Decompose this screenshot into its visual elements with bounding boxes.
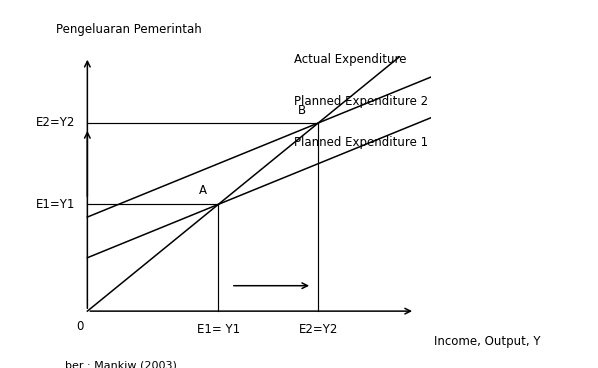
Text: E2=Y2: E2=Y2 (298, 323, 338, 336)
Text: E1=Y1: E1=Y1 (35, 198, 75, 211)
Text: B: B (298, 104, 306, 117)
Text: Planned Expenditure 1: Planned Expenditure 1 (294, 137, 428, 149)
Text: Planned Expenditure 2: Planned Expenditure 2 (294, 95, 428, 107)
Text: A: A (199, 184, 207, 197)
Text: E1= Y1: E1= Y1 (197, 323, 240, 336)
Text: Actual Expenditure: Actual Expenditure (294, 53, 407, 66)
Text: ber : Mankiw (2003): ber : Mankiw (2003) (65, 360, 176, 368)
Text: Income, Output, Y: Income, Output, Y (434, 335, 541, 348)
Text: E2=Y2: E2=Y2 (35, 117, 75, 130)
Text: 0: 0 (76, 320, 83, 333)
Text: Pengeluaran Pemerintah: Pengeluaran Pemerintah (56, 23, 202, 36)
